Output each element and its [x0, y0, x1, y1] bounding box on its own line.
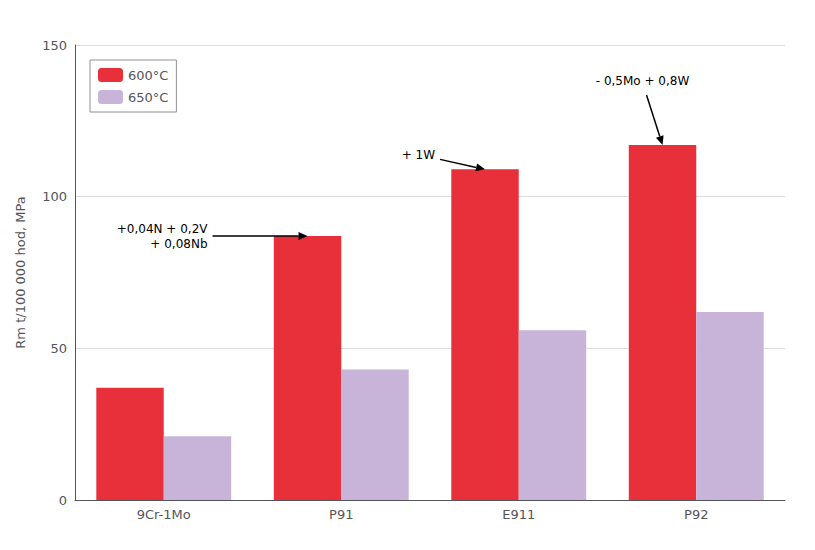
svg-text:+ 1W: + 1W [402, 148, 436, 162]
svg-text:P92: P92 [684, 507, 708, 522]
svg-text:0: 0 [59, 493, 67, 508]
svg-text:P91: P91 [329, 507, 353, 522]
svg-text:100: 100 [42, 189, 67, 204]
svg-text:E911: E911 [502, 507, 535, 522]
svg-text:- 0,5Mo + 0,8W: - 0,5Mo + 0,8W [596, 74, 690, 88]
svg-text:600°C: 600°C [128, 68, 168, 83]
svg-text:+ 0,08Nb: + 0,08Nb [150, 237, 207, 251]
svg-text:650°C: 650°C [128, 90, 168, 105]
svg-text:Rm t/100 000 hod, MPa: Rm t/100 000 hod, MPa [13, 196, 28, 348]
svg-text:150: 150 [42, 38, 67, 53]
svg-text:+0,04N + 0,2V: +0,04N + 0,2V [117, 222, 209, 236]
svg-text:50: 50 [50, 341, 67, 356]
svg-text:9Cr-1Mo: 9Cr-1Mo [137, 507, 191, 522]
